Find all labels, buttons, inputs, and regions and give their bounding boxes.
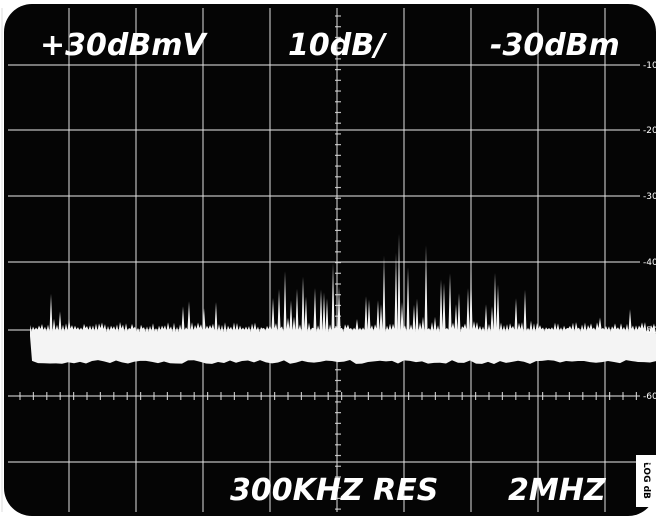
scale-per-div: 10dB/ (288, 28, 388, 63)
scale-label: -40 (643, 258, 658, 268)
scale-label: -20 (643, 126, 658, 136)
screen (4, 4, 656, 516)
reference-level: +30dBmV (40, 28, 208, 63)
mode-box (636, 455, 656, 507)
spectrum-trace (30, 233, 656, 364)
resolution: 300KHZ RES (230, 473, 438, 508)
scale-label: -10 (643, 61, 658, 71)
reference-dbm: -30dBm (490, 28, 620, 63)
mode: LOG dB (641, 462, 651, 499)
scale-labels: -10 -20 -30 -40 -50 -60 -70 (643, 61, 658, 468)
scale-label: -60 (643, 392, 658, 402)
span: 2MHZ (508, 473, 607, 508)
scale-label: -30 (643, 192, 658, 202)
scale-label: -50 (643, 326, 658, 336)
scale-label: -70 (643, 458, 658, 468)
